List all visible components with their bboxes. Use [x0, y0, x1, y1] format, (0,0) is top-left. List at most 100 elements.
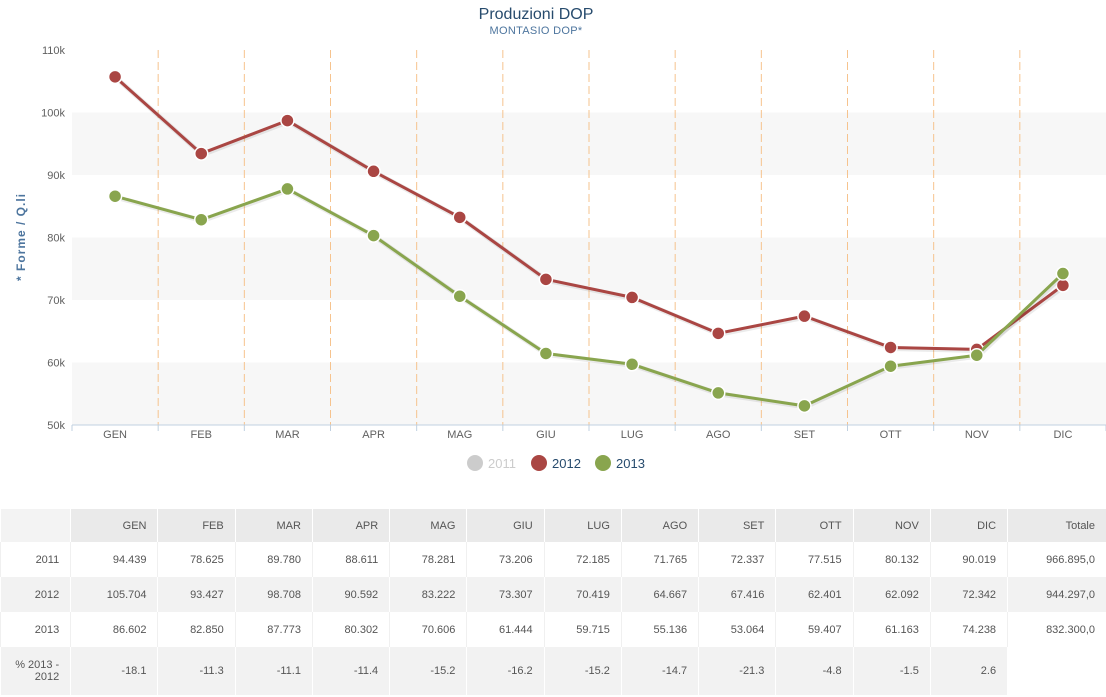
data-point[interactable] [107, 188, 123, 204]
row-label: 2013 [0, 612, 71, 647]
legend-marker [595, 455, 611, 471]
x-tick-label: MAR [275, 429, 300, 441]
legend-item-2012[interactable]: 2012 [531, 455, 581, 471]
table-header-cell: DIC [929, 509, 1008, 542]
legend: 2011 2012 2013 [467, 455, 645, 471]
data-point[interactable] [280, 181, 295, 197]
table-header-cell: GIU [466, 509, 545, 542]
data-point[interactable] [624, 357, 640, 372]
table-cell: -11.4 [311, 647, 390, 695]
series-2012 [107, 69, 1071, 357]
series-layer [107, 69, 1071, 414]
table-cell: -14.7 [620, 647, 699, 695]
y-tick-label: 80k [47, 233, 65, 245]
legend-marker [531, 455, 547, 471]
x-tick-label: APR [362, 429, 385, 441]
table-cell: 77.515 [775, 542, 854, 577]
x-tick-label: DIC [1053, 429, 1072, 441]
data-point[interactable] [452, 210, 467, 225]
data-point[interactable] [711, 385, 726, 401]
table-cell: 98.708 [234, 577, 313, 612]
table-cell: 78.281 [389, 542, 467, 577]
table-header-cell: OTT [775, 509, 854, 542]
row-label: % 2013 - 2012 [15, 659, 60, 683]
table-cell: 966.895,0 [1007, 542, 1106, 577]
data-point[interactable] [366, 228, 381, 243]
data-point[interactable] [538, 272, 554, 287]
table-cell: 88.611 [311, 542, 390, 577]
table-header-cell: Totale [1007, 509, 1106, 542]
data-point[interactable] [194, 146, 209, 161]
table-cell: -11.3 [157, 647, 236, 695]
data-point[interactable] [107, 69, 123, 85]
x-tick-label: SET [794, 429, 816, 441]
table-body: 2011 94.439 78.625 89.780 88.611 78.281 73.206… [0, 542, 1106, 695]
table-cell: 86.602 [70, 612, 158, 647]
table-row: 2013 86.602 82.850 87.773 80.302 70.606 61.444… [0, 612, 1106, 647]
table-cell: 62.401 [775, 577, 854, 612]
table-cell: -1.5 [852, 647, 931, 695]
chart-title: Produzioni DOP [479, 6, 594, 23]
table-cell: 71.765 [620, 542, 699, 577]
data-point[interactable] [624, 290, 640, 305]
x-tick-marks [71, 425, 1106, 431]
series-line [114, 187, 1064, 408]
y-tick-label: 90k [47, 170, 65, 182]
table-header-row: GEN FEB MAR APR MAG GIU LUG AGO SET OTT NOV DIC Tota… [0, 509, 1106, 542]
data-point[interactable] [797, 308, 812, 324]
table-cell: 90.592 [311, 577, 390, 612]
data-point[interactable] [883, 358, 898, 374]
table-header-cell: SET [698, 509, 776, 542]
legend-label: 2011 [488, 456, 516, 471]
series-line [114, 75, 1064, 351]
table-cell [1007, 647, 1106, 695]
x-tick-label: GEN [103, 429, 127, 441]
table-cell: 67.416 [698, 577, 776, 612]
table-cell: 78.625 [157, 542, 236, 577]
x-axis-ticks: GEN FEB MAR APR MAG GIU LUG AGO SET OTT NOV DIC [103, 429, 1072, 441]
table-cell: -18.1 [70, 647, 158, 695]
y-tick-label: 60k [47, 358, 65, 370]
table-cell: 64.667 [620, 577, 699, 612]
table-cell: 61.163 [852, 612, 931, 647]
table-cell: 832.300,0 [1007, 612, 1106, 647]
data-point[interactable] [538, 346, 554, 361]
data-point[interactable] [194, 212, 209, 227]
table-header-cell: APR [311, 509, 390, 542]
table-cell: 83.222 [389, 577, 467, 612]
data-point[interactable] [366, 164, 381, 179]
table-cell: 72.185 [543, 542, 622, 577]
table-cell: 944.297,0 [1007, 577, 1106, 612]
table-cell: 89.780 [234, 542, 313, 577]
data-point[interactable] [797, 398, 812, 414]
legend-marker [467, 455, 483, 471]
table-cell: 80.302 [311, 612, 390, 647]
data-point[interactable] [452, 288, 467, 304]
x-tick-label: LUG [621, 429, 644, 441]
table-cell: 72.337 [698, 542, 776, 577]
table-header-cell: AGO [620, 509, 699, 542]
data-point[interactable] [280, 113, 295, 128]
legend-label: 2013 [616, 456, 645, 471]
data-point[interactable] [883, 340, 898, 355]
table-cell: 105.704 [70, 577, 158, 612]
table-cell: 70.419 [543, 577, 622, 612]
legend-item-2011[interactable]: 2011 [467, 455, 516, 471]
legend-item-2013[interactable]: 2013 [595, 455, 645, 471]
table-cell: 74.238 [929, 612, 1008, 647]
x-tick-label: MAG [447, 429, 472, 441]
data-point[interactable] [711, 326, 726, 341]
table-cell: -11.1 [234, 647, 313, 695]
data-point[interactable] [1055, 266, 1071, 281]
table-cell: 2.6 [929, 647, 1008, 695]
table-cell: 70.606 [389, 612, 467, 647]
x-tick-label: OTT [880, 429, 902, 441]
table-header-corner [0, 509, 71, 542]
table-cell: 62.092 [852, 577, 931, 612]
chart-area: 50k 60k 70k 80k 90k 100k 110k GEN FEB MAR APR MAG G… [14, 6, 1106, 471]
vertical-gridlines [157, 50, 1021, 425]
table-cell: -16.2 [466, 647, 545, 695]
data-point[interactable] [969, 347, 984, 363]
row-label: 2011 [0, 542, 71, 577]
